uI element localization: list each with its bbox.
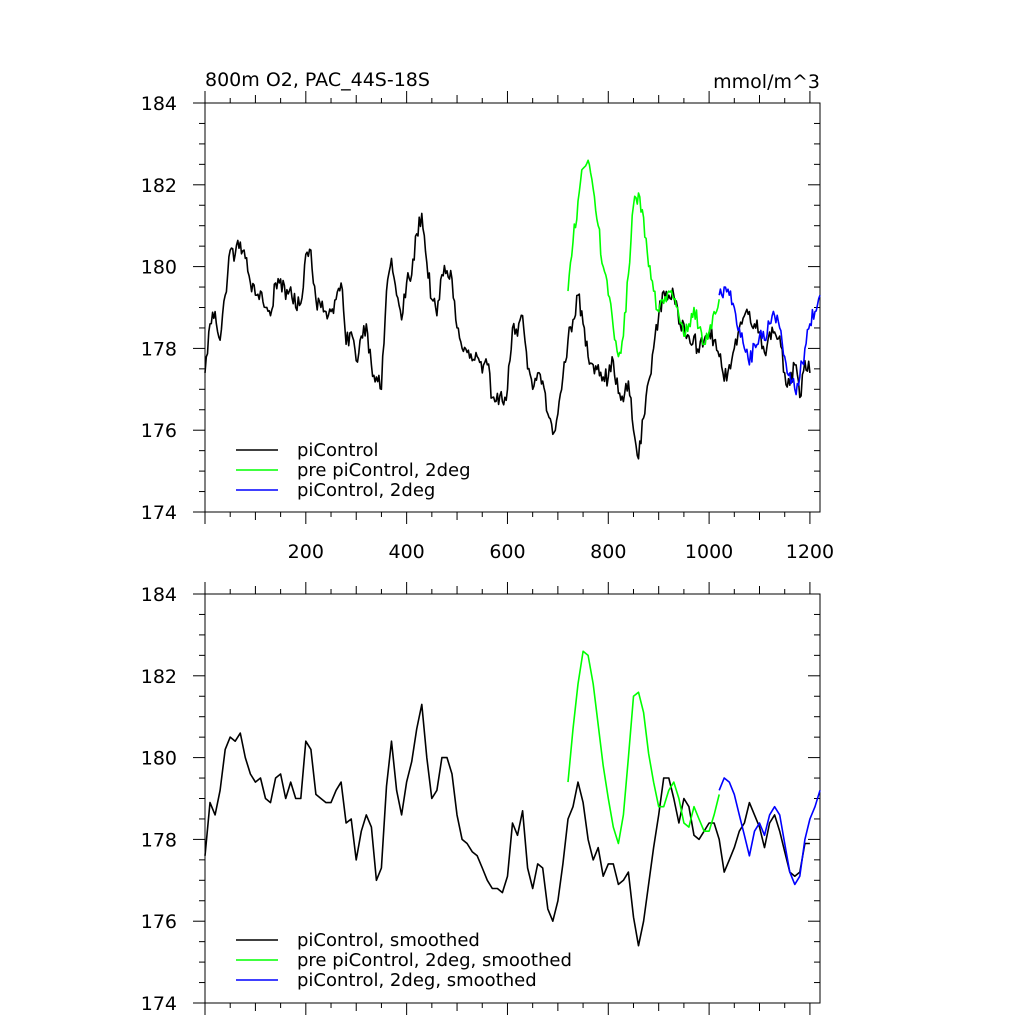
series-line bbox=[567, 650, 720, 845]
legend-label: pre piControl, 2deg, smoothed bbox=[297, 950, 572, 971]
y-tick-label: 184 bbox=[141, 584, 177, 606]
legend-label: piControl, smoothed bbox=[297, 930, 480, 951]
y-tick-label: 176 bbox=[141, 420, 177, 442]
y-tick-label: 184 bbox=[141, 93, 177, 115]
x-tick-label: 400 bbox=[389, 541, 425, 563]
chart-title: 800m O2, PAC_44S-18S bbox=[205, 69, 430, 91]
x-tick-label: 200 bbox=[288, 541, 324, 563]
x-tick-label: 1000 bbox=[685, 541, 733, 563]
series-line bbox=[718, 286, 821, 396]
units-label: mmol/m^3 bbox=[713, 71, 820, 93]
legend-label: piControl, 2deg, smoothed bbox=[297, 970, 537, 991]
y-tick-label: 176 bbox=[141, 911, 177, 933]
y-tick-label: 174 bbox=[141, 993, 177, 1015]
series-line bbox=[204, 703, 810, 947]
top-panel: 174 176 178 180 182 184 200 400 600 800 1000 1200 pi… bbox=[141, 91, 834, 563]
x-tick-label: 800 bbox=[590, 541, 626, 563]
y-tick-label: 180 bbox=[141, 257, 177, 279]
x-tick-label: 600 bbox=[489, 541, 525, 563]
series-line bbox=[567, 159, 720, 358]
y-tick-label: 180 bbox=[141, 748, 177, 770]
bottom-panel: 174 176 178 180 182 184 piControl, smoothedpre… bbox=[141, 582, 821, 1015]
y-tick-label: 178 bbox=[141, 829, 177, 851]
series-line bbox=[204, 212, 811, 460]
y-tick-label: 174 bbox=[141, 502, 177, 524]
y-tick-label: 178 bbox=[141, 338, 177, 360]
legend-label: pre piControl, 2deg bbox=[297, 460, 471, 481]
legend-label: piControl, 2deg bbox=[297, 480, 435, 501]
series-line bbox=[718, 777, 821, 886]
y-tick-label: 182 bbox=[141, 175, 177, 197]
x-tick-label: 1200 bbox=[786, 541, 834, 563]
legend-label: piControl bbox=[297, 440, 379, 461]
y-tick-label: 182 bbox=[141, 666, 177, 688]
